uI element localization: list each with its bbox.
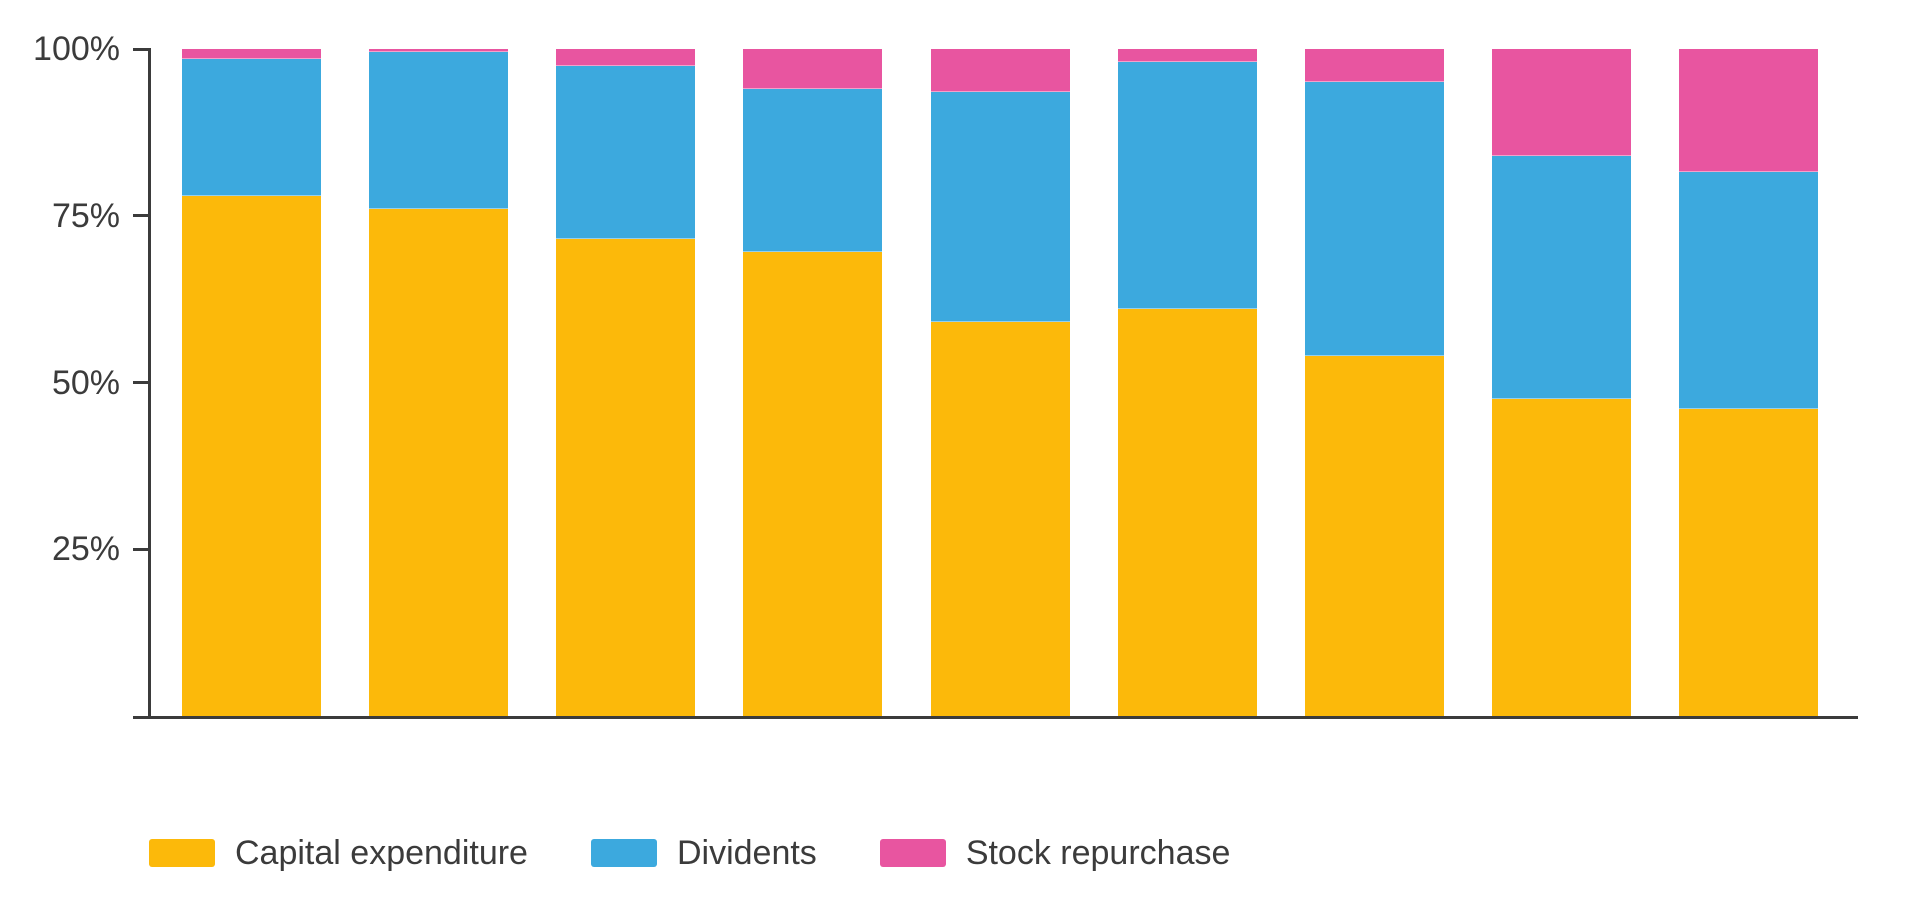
- stacked-bar: [556, 49, 696, 716]
- y-axis-tick-mark: [133, 47, 149, 51]
- bar-segment-capital-expenditure: [930, 322, 1070, 716]
- y-axis-tick-label: 50%: [51, 363, 120, 402]
- bar-segment-stock-repurchase: [930, 49, 1070, 93]
- y-axis-tick-mark: [133, 381, 149, 384]
- plot-area: [182, 49, 1818, 716]
- stacked-bar: [1117, 49, 1257, 716]
- bar-segment-stock-repurchase: [1304, 49, 1444, 83]
- legend-item-capital-expenditure: Capital expenditure: [149, 836, 528, 870]
- y-axis-tick-mark: [133, 547, 149, 551]
- bar-segment-stock-repurchase: [556, 49, 696, 66]
- bar-segment-capital-expenditure: [1304, 355, 1444, 716]
- bar-segment-capital-expenditure: [743, 252, 883, 716]
- bar-segment-stock-repurchase: [182, 49, 321, 60]
- bar-segment-dividents: [556, 65, 696, 240]
- legend-swatch: [590, 839, 657, 867]
- bar-segment-capital-expenditure: [556, 239, 696, 716]
- x-axis-line: [133, 716, 1858, 719]
- legend-label: Capital expenditure: [235, 834, 528, 872]
- bar-segment-dividents: [182, 59, 321, 196]
- legend-swatch: [879, 839, 946, 867]
- bar-segment-dividents: [1679, 172, 1818, 410]
- stacked-bar: [743, 49, 883, 716]
- bar-segment-stock-repurchase: [369, 49, 509, 53]
- y-axis-line: [148, 48, 151, 718]
- y-axis-tick-label: 75%: [51, 196, 120, 235]
- legend-swatch: [149, 839, 215, 867]
- bar-segment-stock-repurchase: [1491, 49, 1631, 156]
- bar-segment-dividents: [930, 92, 1070, 323]
- bar-segment-dividents: [1117, 62, 1257, 310]
- legend-item-stock-repurchase: Stock repurchase: [879, 834, 1231, 872]
- bar-segment-dividents: [743, 89, 883, 253]
- bar-segment-dividents: [1304, 82, 1444, 356]
- legend-label: Dividents: [676, 834, 817, 872]
- legend-item-dividents: Dividents: [590, 834, 817, 872]
- bar-segment-stock-repurchase: [743, 49, 883, 90]
- stacked-bar: [1679, 49, 1818, 716]
- stacked-bar: [1491, 49, 1631, 716]
- bar-segment-dividents: [1491, 155, 1631, 400]
- bar-segment-capital-expenditure: [1679, 409, 1818, 716]
- bar-segment-capital-expenditure: [1117, 309, 1257, 716]
- stacked-bar: [369, 49, 509, 716]
- bar-segment-stock-repurchase: [1117, 49, 1257, 63]
- legend: Capital expenditure Dividents Stock repurc…: [149, 836, 1230, 870]
- bar-segment-capital-expenditure: [182, 195, 321, 716]
- stacked-bar: [1304, 49, 1444, 716]
- bar-segment-capital-expenditure: [369, 209, 509, 716]
- bar-segment-stock-repurchase: [1679, 49, 1818, 173]
- stacked-bar: [182, 49, 321, 716]
- legend-label: Stock repurchase: [965, 834, 1231, 872]
- y-axis-tick-label: 25%: [51, 530, 120, 569]
- bar-segment-capital-expenditure: [1491, 399, 1631, 716]
- stacked-bar: [930, 49, 1070, 716]
- y-axis-tick-mark: [133, 214, 149, 218]
- y-axis-tick-label: 100%: [33, 30, 120, 68]
- bar-segment-dividents: [369, 52, 509, 210]
